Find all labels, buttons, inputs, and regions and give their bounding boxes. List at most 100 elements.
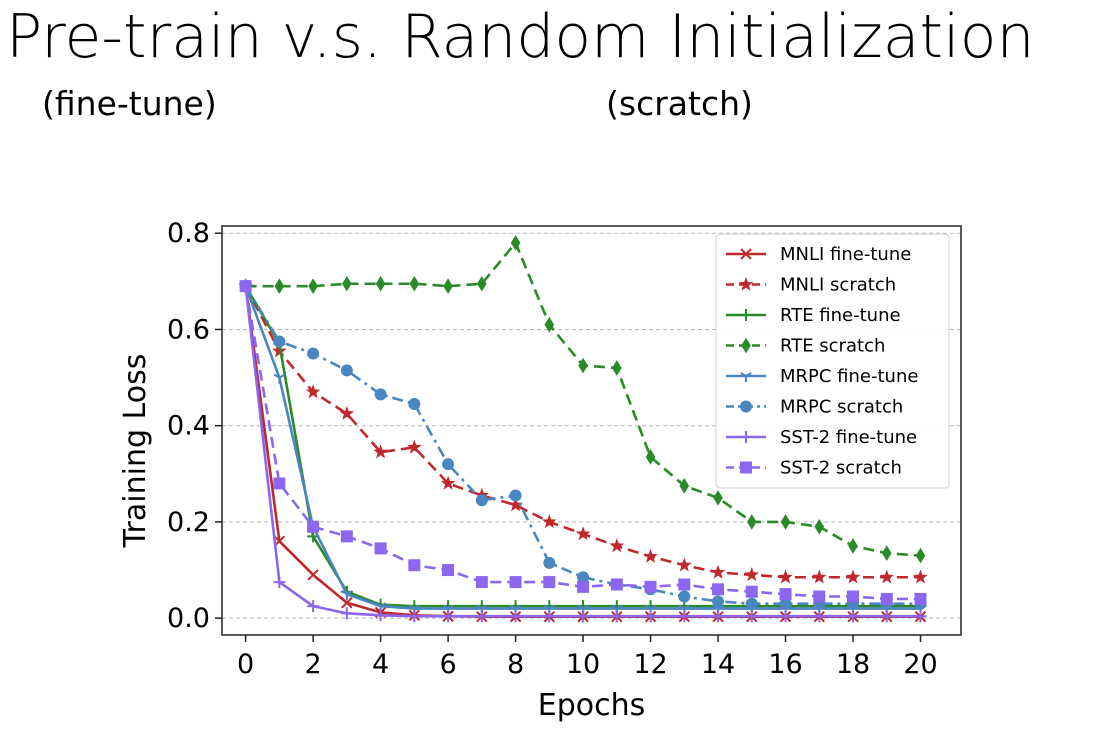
- data-point: [678, 590, 691, 603]
- data-point: [813, 590, 826, 603]
- data-point: [340, 530, 353, 543]
- legend-item: RTE fine-tune: [726, 305, 901, 326]
- subtitle-scratch: (scratch): [606, 84, 753, 123]
- data-point: [913, 569, 928, 584]
- data-point: [307, 600, 320, 613]
- data-point: [914, 592, 927, 605]
- data-point: [915, 547, 926, 564]
- x-tick-label: 14: [701, 649, 735, 680]
- data-point: [645, 449, 656, 465]
- data-point: [609, 538, 625, 553]
- data-point: [811, 569, 827, 584]
- data-point: [814, 518, 825, 535]
- data-point: [712, 610, 725, 623]
- data-point: [307, 347, 320, 360]
- x-tick-label: 6: [439, 649, 456, 680]
- axis-ticks: 0.0 0.2 0.4 0.6 0.8 0 2 4 6 8 10 12 14 16 18 20: [167, 218, 938, 680]
- series-lines: [238, 235, 928, 623]
- data-point: [577, 571, 590, 584]
- data-point: [543, 610, 556, 623]
- data-point: [340, 364, 353, 377]
- x-tick-label: 16: [768, 649, 802, 680]
- data-point: [676, 557, 692, 572]
- data-point: [342, 275, 352, 292]
- data-point: [407, 439, 422, 454]
- data-point: [813, 610, 826, 623]
- data-point: [644, 580, 657, 593]
- data-point: [779, 588, 792, 601]
- series-sst-2-scratch: [239, 280, 927, 605]
- data-point: [543, 556, 556, 569]
- legend-label: RTE fine-tune: [780, 305, 901, 326]
- data-point: [305, 384, 321, 399]
- legend-box: [715, 233, 950, 489]
- series-mrpc-scratch: [239, 280, 927, 610]
- legend-item: SST-2 fine-tune: [726, 427, 917, 448]
- legend-label: RTE scratch: [780, 336, 885, 357]
- legend-item: MRPC scratch: [726, 397, 903, 418]
- data-point: [745, 610, 758, 623]
- data-point: [374, 609, 387, 622]
- legend-label: SST-2 scratch: [780, 458, 902, 479]
- data-point: [575, 526, 591, 541]
- data-point: [678, 578, 691, 591]
- y-axis-title: Training Loss: [118, 354, 153, 549]
- x-tick-label: 8: [507, 649, 524, 680]
- data-point: [475, 494, 488, 507]
- data-point: [374, 542, 387, 555]
- data-point: [408, 559, 421, 572]
- data-point: [610, 578, 623, 591]
- data-point: [678, 610, 691, 623]
- data-point: [442, 610, 455, 623]
- data-point: [679, 478, 690, 494]
- legend-item: SST-2 scratch: [726, 458, 902, 479]
- legend-label: MRPC fine-tune: [780, 366, 918, 387]
- legend-item: MRPC fine-tune: [726, 366, 918, 387]
- legend-label: MNLI fine-tune: [780, 244, 911, 265]
- data-point: [847, 610, 860, 623]
- x-tick-label: 12: [633, 649, 667, 680]
- x-tick-label: 20: [903, 649, 937, 680]
- data-point: [308, 278, 318, 294]
- legend-item: RTE scratch: [726, 336, 885, 357]
- data-point: [643, 548, 658, 563]
- data-point: [443, 278, 453, 294]
- data-point: [881, 545, 892, 561]
- data-point: [408, 610, 421, 623]
- series-sst-2-fine-tune: [239, 280, 927, 623]
- data-point: [274, 278, 285, 294]
- data-point: [544, 316, 555, 333]
- data-point: [848, 538, 858, 554]
- data-point: [339, 405, 355, 420]
- y-tick-label: 0.6: [167, 314, 210, 345]
- x-tick-label: 18: [836, 649, 870, 680]
- data-point: [847, 590, 860, 603]
- data-point: [509, 576, 522, 589]
- series-rte-scratch: [240, 235, 926, 564]
- legend-item: MNLI fine-tune: [726, 244, 911, 265]
- legend: MNLI fine-tune MNLI scratch RTE fine-tune R…: [715, 233, 950, 489]
- slide-title: Pre-train v.s. Random Initialization: [6, 2, 1035, 72]
- x-tick-label: 10: [566, 649, 600, 680]
- legend-label: SST-2 fine-tune: [780, 427, 917, 448]
- data-point: [712, 583, 725, 596]
- data-point: [741, 337, 751, 354]
- data-point: [374, 388, 387, 401]
- data-point: [710, 564, 726, 579]
- data-point: [273, 576, 286, 589]
- data-point: [745, 585, 758, 598]
- data-point: [475, 576, 488, 589]
- data-point: [740, 248, 752, 260]
- data-point: [340, 607, 353, 620]
- data-point: [879, 569, 895, 584]
- data-point: [745, 597, 758, 610]
- data-point: [738, 276, 754, 291]
- data-point: [373, 444, 388, 459]
- data-point: [744, 567, 760, 582]
- data-point: [845, 569, 861, 584]
- data-point: [510, 235, 521, 251]
- data-point: [477, 275, 487, 292]
- x-tick-label: 4: [372, 649, 389, 680]
- data-point: [914, 610, 927, 623]
